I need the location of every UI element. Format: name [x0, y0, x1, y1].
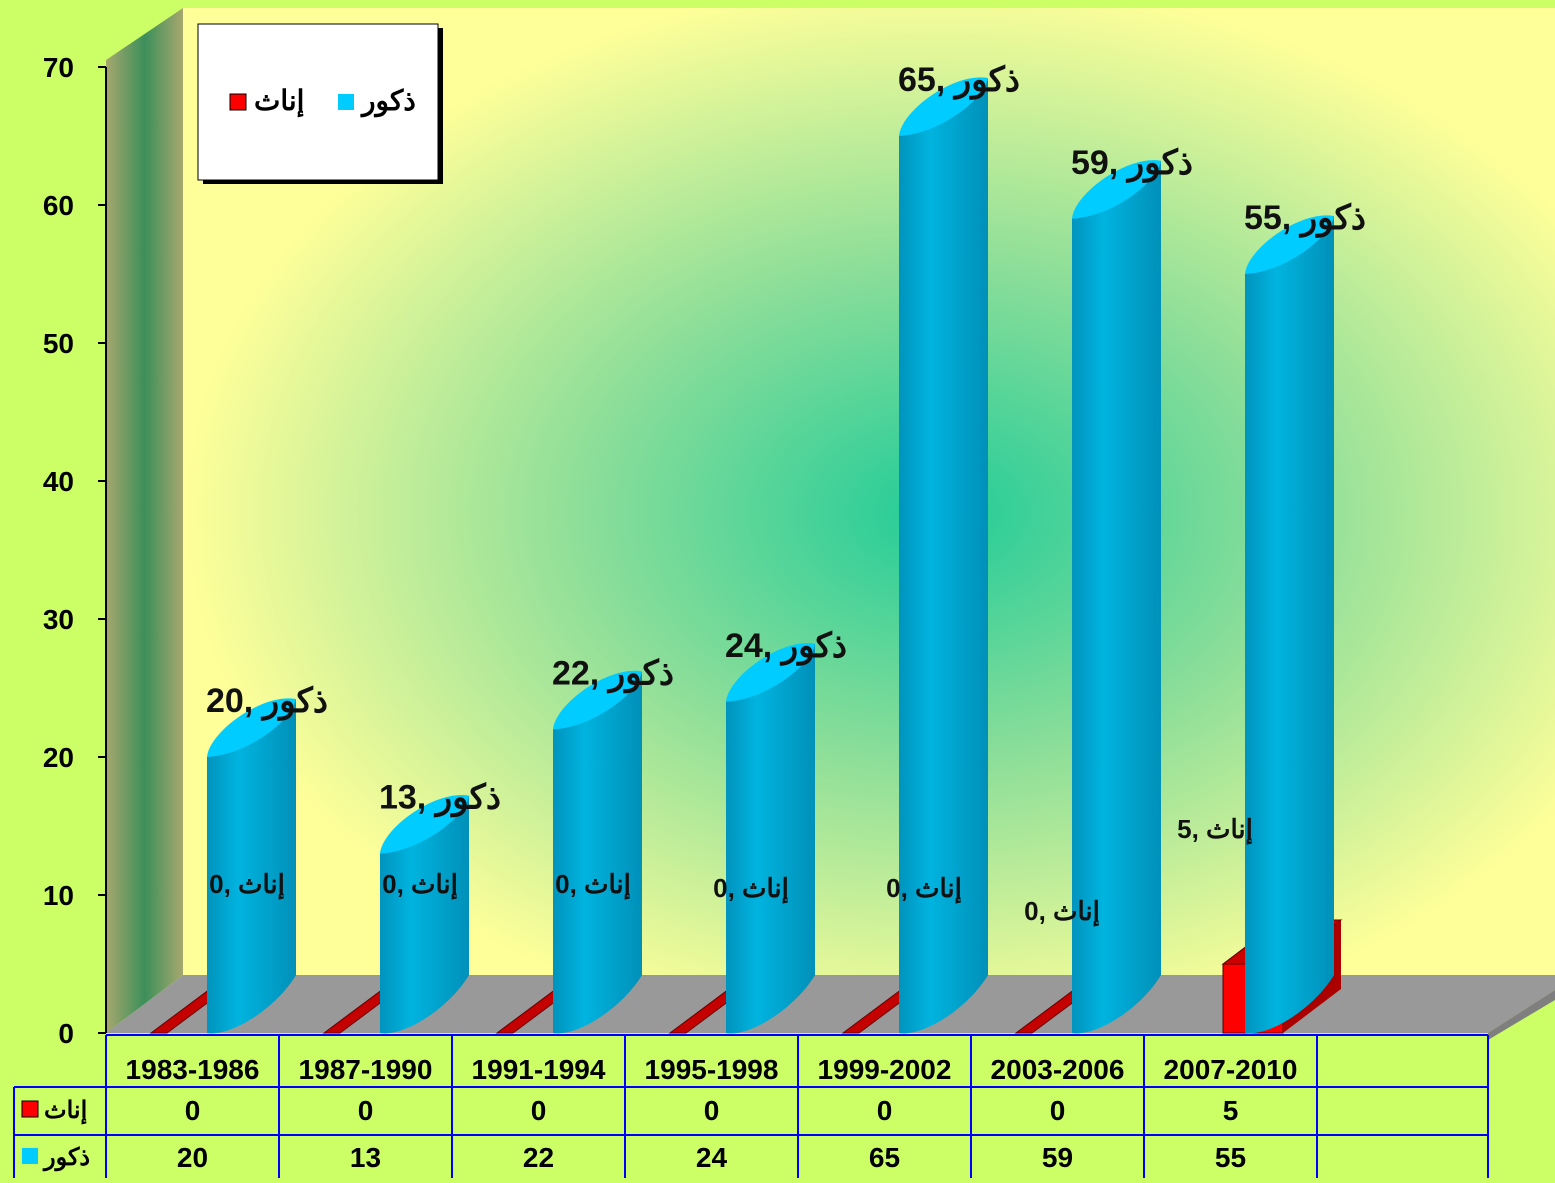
- male-cylinder-top: [1245, 215, 1334, 274]
- male-cylinder-top: [553, 670, 642, 730]
- red-square-icon: [21, 1100, 39, 1118]
- female-data-label: 5, إناث: [1177, 814, 1253, 845]
- male-data-label: 22, ذكور: [552, 654, 674, 693]
- y-tick-label: 50: [43, 328, 74, 359]
- table-cell-male: 55: [1215, 1142, 1246, 1173]
- y-tick-label: 0: [58, 1018, 74, 1049]
- y-tick-label: 40: [43, 466, 74, 497]
- table-row-header-female: إناث: [44, 1097, 87, 1124]
- table-cell-female: 0: [185, 1095, 201, 1126]
- side-wall: [106, 8, 183, 1033]
- x-tick-label: 1987-1990: [299, 1054, 433, 1085]
- female-data-label: 0, إناث: [555, 869, 631, 900]
- male-cylinder-top: [1072, 160, 1161, 219]
- male-cylinder-body: [207, 699, 296, 1034]
- x-tick-label: 1999-2002: [818, 1054, 952, 1085]
- male-data-label: 24, ذكور: [725, 627, 847, 666]
- male-cylinder-body: [1245, 216, 1334, 1034]
- male-data-label: 65, ذكور: [898, 61, 1020, 100]
- table-cell-male: 22: [523, 1142, 554, 1173]
- x-tick-label: 2003-2006: [991, 1054, 1125, 1085]
- x-tick-label: 1991-1994: [472, 1054, 606, 1085]
- table-cell-female: 0: [358, 1095, 374, 1126]
- table-cell-female: 0: [877, 1095, 893, 1126]
- table-cell-female: 0: [1050, 1095, 1066, 1126]
- table-cell-male: 59: [1042, 1142, 1073, 1173]
- red-square-icon: [229, 93, 247, 111]
- male-cylinder-top: [380, 794, 469, 854]
- female-data-label: 0, إناث: [886, 873, 962, 904]
- y-tick-label: 10: [43, 880, 74, 911]
- floor: [106, 975, 1555, 1033]
- male-cylinder-top: [899, 77, 988, 136]
- male-cylinder-body: [899, 78, 988, 1034]
- table-row-header-male: ذكور: [42, 1144, 90, 1172]
- male-cylinder-body: [553, 671, 642, 1034]
- y-tick-label: 60: [43, 190, 74, 221]
- y-tick-label: 70: [43, 52, 74, 83]
- table-cell-female: 5: [1223, 1095, 1239, 1126]
- male-cylinder-top: [726, 643, 815, 702]
- legend-entry-male: ذكور: [360, 85, 416, 118]
- table-cell-male: 13: [350, 1142, 381, 1173]
- cyan-square-icon: [22, 1148, 38, 1164]
- male-cylinder-body: [380, 795, 469, 1034]
- female-data-label: 0, إناث: [1024, 896, 1100, 927]
- male-cylinder-top: [207, 698, 296, 757]
- cyan-square-icon: [338, 94, 354, 110]
- x-tick-label: 1995-1998: [645, 1054, 779, 1085]
- female-data-label: 0, إناث: [713, 873, 789, 904]
- female-data-label: 0, إناث: [382, 869, 458, 900]
- male-data-label: 20, ذكور: [206, 682, 328, 721]
- table-cell-female: 0: [531, 1095, 547, 1126]
- floor-edge: [1488, 990, 1555, 1040]
- table-cell-male: 20: [177, 1142, 208, 1173]
- male-data-label: 55, ذكور: [1244, 199, 1366, 238]
- y-tick-label: 30: [43, 604, 74, 635]
- male-data-label: 59, ذكور: [1071, 144, 1193, 183]
- y-tick-label: 20: [43, 742, 74, 773]
- male-data-label: 13, ذكور: [379, 779, 501, 818]
- male-cylinder-body: [726, 643, 815, 1034]
- male-cylinder-body: [1072, 160, 1161, 1034]
- table-cell-female: 0: [704, 1095, 720, 1126]
- x-tick-label: 2007-2010: [1164, 1054, 1298, 1085]
- x-tick-label: 1983-1986: [126, 1054, 260, 1085]
- table-cell-male: 65: [869, 1142, 900, 1173]
- female-data-label: 0, إناث: [209, 869, 285, 900]
- table-cell-male: 24: [696, 1142, 728, 1173]
- legend-entry-female: إناث: [254, 85, 304, 118]
